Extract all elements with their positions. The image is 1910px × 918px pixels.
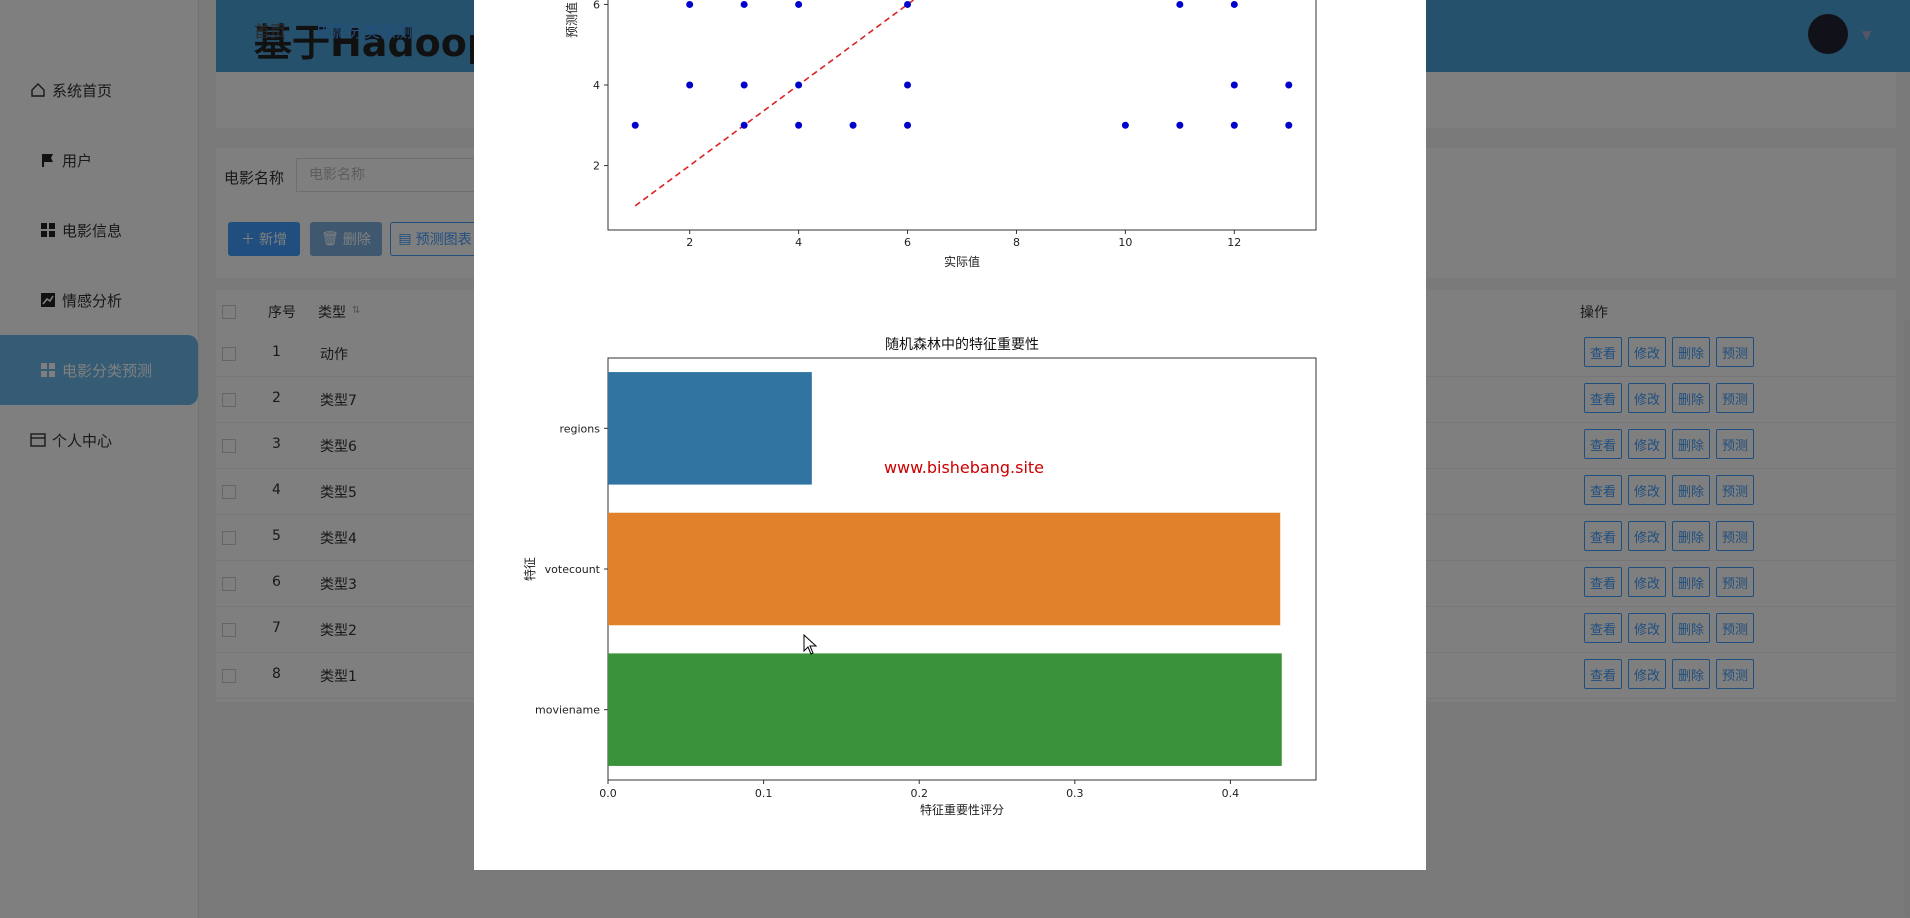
- watermark-text: www.bishebang.site: [884, 458, 1044, 477]
- scatter-point: [795, 121, 803, 129]
- scatter-y-axis-label: 预测值: [564, 2, 579, 38]
- x-tick-label: 2: [686, 236, 693, 249]
- scatter-point: [1230, 0, 1238, 8]
- scatter-x-axis-label: 实际值: [944, 254, 980, 269]
- scatter-point: [1230, 81, 1238, 89]
- scatter-point: [740, 0, 748, 8]
- y-tick-label: regions: [559, 422, 600, 435]
- scatter-point: [686, 0, 694, 8]
- x-tick-label: 0.1: [755, 787, 773, 800]
- scatter-plot-frame: [607, 0, 1317, 231]
- y-tick-label: 6: [593, 0, 600, 11]
- y-tick-label: 2: [593, 160, 600, 173]
- scatter-point: [1176, 0, 1184, 8]
- bar-y-axis-label: 特征: [522, 557, 537, 581]
- scatter-point: [740, 121, 748, 129]
- scatter-point: [904, 0, 912, 8]
- scatter-point: [904, 121, 912, 129]
- scrollbar[interactable]: [1904, 320, 1910, 918]
- y-tick-label: moviename: [535, 704, 600, 717]
- x-tick-label: 0.2: [910, 787, 928, 800]
- scatter-point: [795, 0, 803, 8]
- bar-votecount: [608, 512, 1281, 626]
- scatter-point: [904, 81, 912, 89]
- scatter-point: [795, 81, 803, 89]
- bar-moviename: [608, 653, 1282, 766]
- scatter-point: [1230, 121, 1238, 129]
- x-tick-label: 0.0: [599, 787, 617, 800]
- bar-x-axis-label: 特征重要性评分: [920, 802, 1004, 817]
- y-tick-label: 4: [593, 79, 600, 92]
- x-tick-label: 10: [1118, 236, 1132, 249]
- x-tick-label: 4: [795, 236, 802, 249]
- chart-modal: 2 4 6 8 10 12 2 4 6 实际值 预测值随机森林中的特征重要性 regions votec…: [474, 0, 1426, 870]
- x-tick-label: 0.3: [1066, 787, 1084, 800]
- bar-chart-title: 随机森林中的特征重要性: [885, 337, 1039, 353]
- scatter-point: [686, 81, 694, 89]
- x-tick-label: 0.4: [1222, 787, 1240, 800]
- y-tick-label: votecount: [545, 563, 601, 576]
- scatter-point: [631, 121, 639, 129]
- reference-line: [634, 0, 915, 207]
- scatter-point: [740, 81, 748, 89]
- x-tick-label: 8: [1013, 236, 1020, 249]
- scatter-point: [1285, 81, 1293, 89]
- bar-regions: [608, 372, 812, 485]
- x-tick-label: 12: [1227, 236, 1241, 249]
- x-tick-label: 6: [904, 236, 911, 249]
- scatter-point: [1121, 121, 1129, 129]
- scatter-point: [1285, 121, 1293, 129]
- scatter-point: [849, 121, 857, 129]
- scatter-point: [1176, 121, 1184, 129]
- mouse-cursor-icon: [803, 634, 818, 655]
